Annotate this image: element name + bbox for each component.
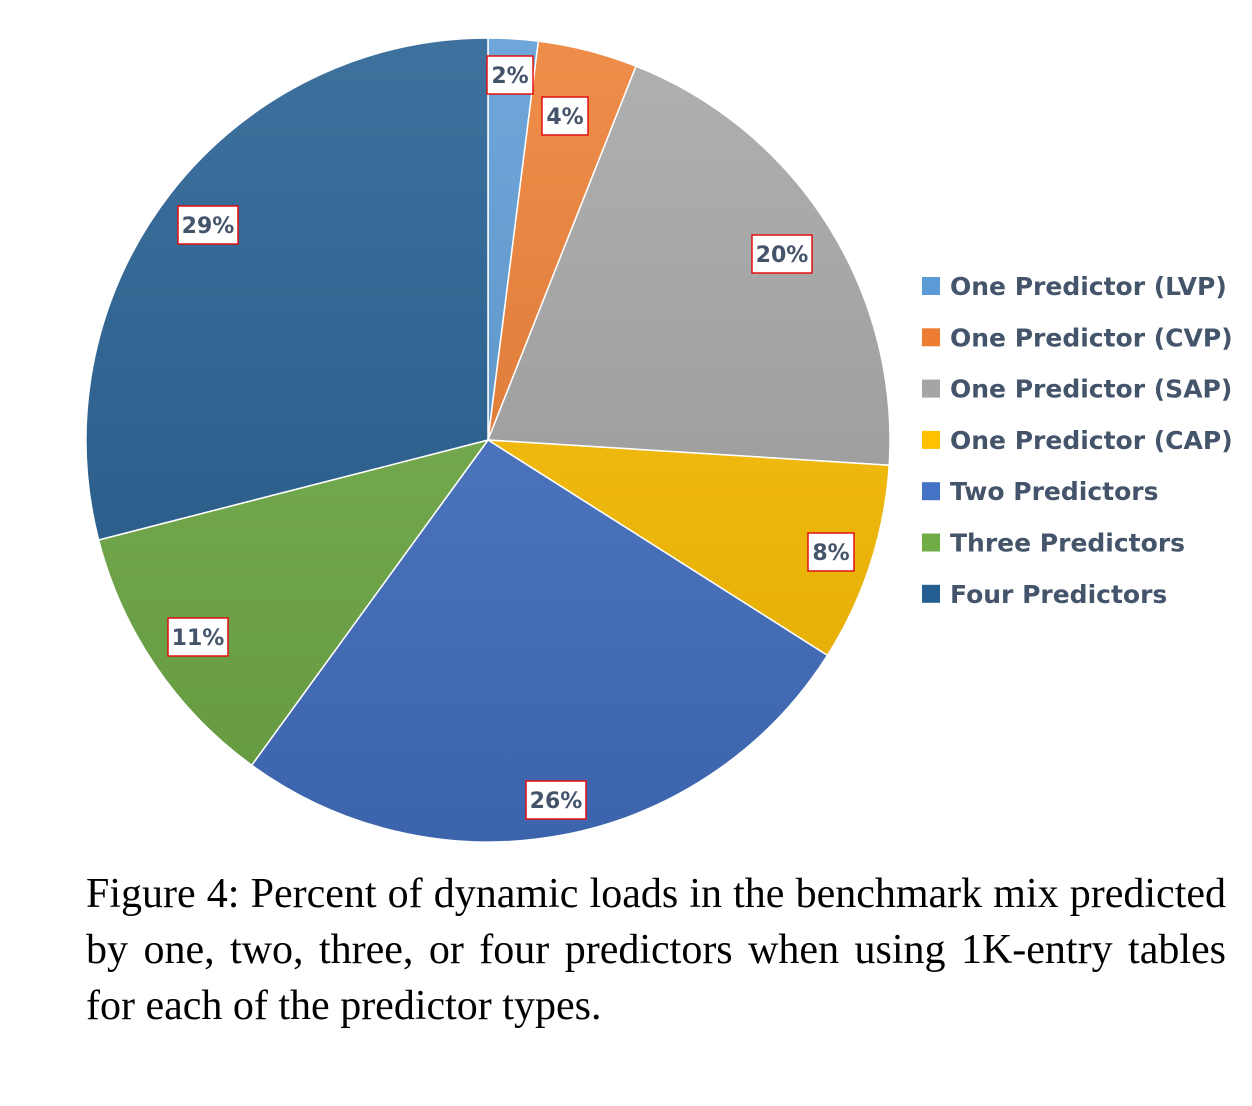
data-label-box [751,234,813,274]
data-label-text: 20% [756,243,809,268]
data-label-box [525,780,587,820]
data-label-box [807,532,855,572]
data-label-one-predictor-sap: 20% [751,234,813,274]
legend-item-three-predictors: Three Predictors [922,529,1185,558]
data-label-text: 26% [530,789,583,814]
data-label-one-predictor-cap: 8% [807,532,855,572]
legend-item-one-predictor-cap: One Predictor (CAP) [922,426,1233,455]
legend-label: Two Predictors [950,477,1159,506]
data-label-text: 8% [812,541,849,566]
data-label-two-predictors: 26% [525,780,587,820]
data-label-box [541,96,589,136]
legend-swatch [922,584,940,603]
legend-swatch [922,379,940,398]
pie-slices [85,37,891,843]
pie-slice-one-predictor-cap [487,439,891,657]
data-label-four-predictors: 29% [177,205,239,245]
legend-item-one-predictor-sap: One Predictor (SAP) [922,375,1232,404]
legend-item-one-predictor-cvp: One Predictor (CVP) [922,323,1233,352]
legend: One Predictor (LVP) One Predictor (CVP) On… [922,272,1233,609]
legend-label: One Predictor (CAP) [950,426,1233,455]
legend-label: One Predictor (LVP) [950,272,1227,301]
data-label-text: 2% [491,64,528,89]
legend-item-one-predictor-lvp: One Predictor (LVP) [922,272,1227,301]
pie-chart: 2%4%20%8%26%11%29% One Predictor (LVP)On… [85,37,1233,843]
data-label-three-predictors: 11% [167,617,229,657]
legend-swatch [922,328,940,347]
legend-item-four-predictors: Four Predictors [922,580,1167,609]
pie-slice-three-predictors [97,438,490,767]
legend-label: One Predictor (CVP) [950,323,1233,352]
data-label-box [177,205,239,245]
data-label-text: 4% [546,105,583,130]
data-label-text: 29% [182,214,235,239]
legend-item-two-predictors: Two Predictors [922,477,1159,506]
data-label-text: 11% [172,626,225,651]
data-label-one-predictor-lvp: 2% [486,55,534,95]
figure-caption: Figure 4: Percent of dynamic loads in th… [86,871,1226,1029]
pie-slice-two-predictors [250,438,829,843]
legend-swatch [922,533,940,552]
pie-slice-four-predictors [85,37,489,541]
legend-label: Four Predictors [950,580,1167,609]
data-label-box [167,617,229,657]
data-label-box [486,55,534,95]
legend-label: One Predictor (SAP) [950,375,1232,404]
legend-swatch [922,482,940,501]
legend-swatch [922,277,940,295]
pie-slice-one-predictor-sap [486,65,891,467]
data-labels: 2% 4% 20% 8% 26% 11% 29% [167,55,855,820]
legend-swatch [922,430,940,449]
data-label-one-predictor-cvp: 4% [541,96,589,136]
legend-label: Three Predictors [950,529,1185,558]
